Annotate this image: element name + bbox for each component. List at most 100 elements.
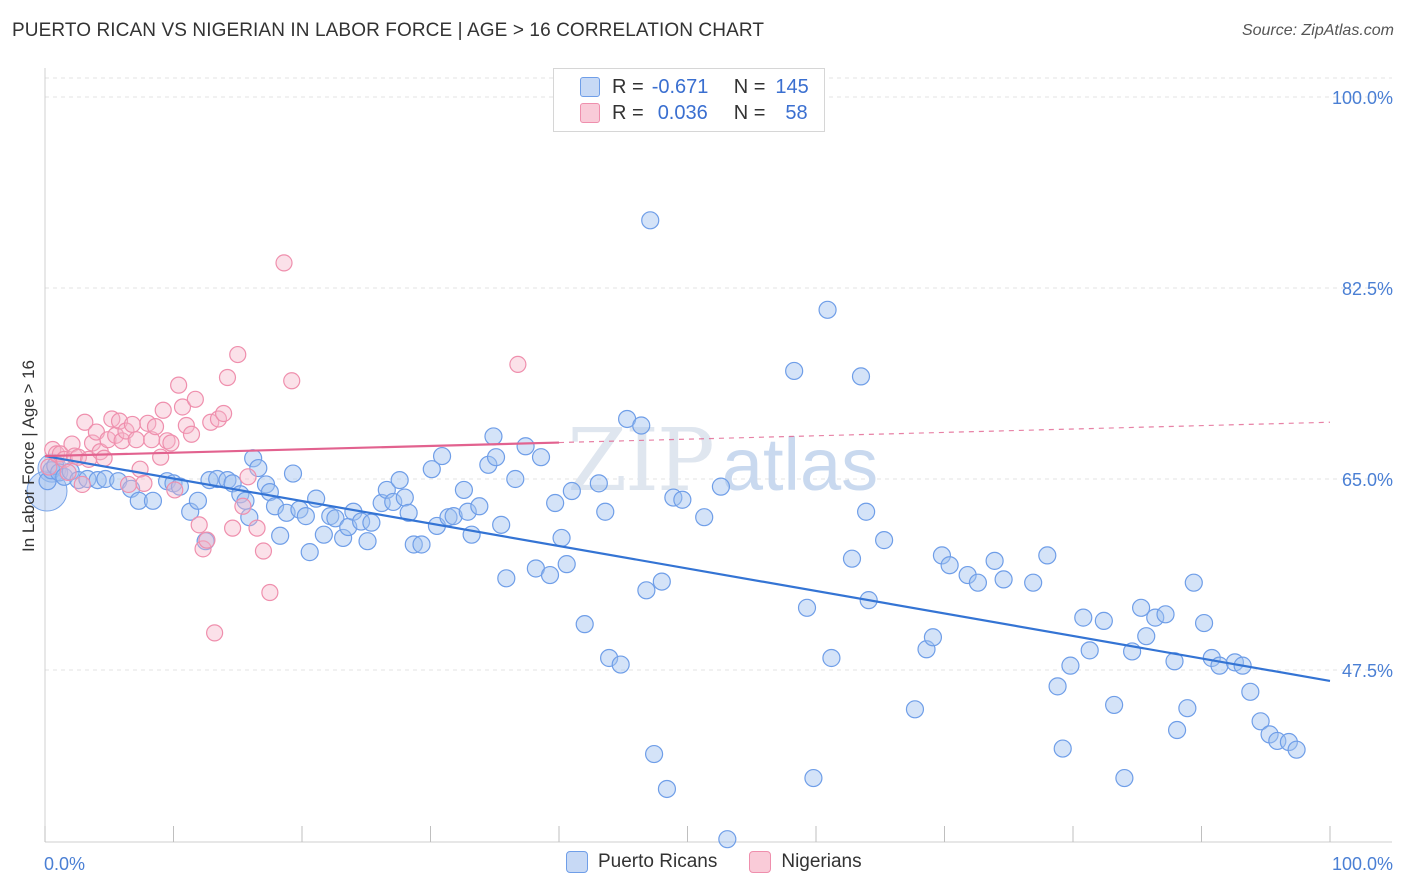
- x-tick-label-min: 0.0%: [44, 854, 85, 874]
- data-point-puerto-rican: [932, 546, 952, 565]
- data-point-puerto-rican: [1132, 598, 1151, 617]
- data-point-puerto-rican: [432, 446, 452, 466]
- data-point-nigerian: [170, 376, 188, 394]
- data-point-puerto-rican: [923, 628, 943, 647]
- data-point-puerto-rican: [454, 480, 474, 500]
- data-point-puerto-rican: [1241, 682, 1260, 701]
- data-point-nigerian: [283, 372, 301, 390]
- data-point-puerto-rican: [1038, 546, 1057, 565]
- data-point-puerto-rican: [673, 490, 692, 509]
- data-point-puerto-rican: [711, 477, 731, 496]
- legend-swatch-blue: [580, 77, 600, 97]
- data-point-puerto-rican: [188, 491, 208, 510]
- data-point-puerto-rican: [562, 481, 581, 501]
- y-tick-label: 47.5%: [1342, 661, 1393, 681]
- data-point-nigerian: [234, 497, 252, 515]
- puerto-ricans-label: Puerto Ricans: [598, 851, 718, 872]
- data-point-puerto-rican: [600, 648, 619, 668]
- data-point-puerto-rican: [575, 615, 594, 634]
- data-point-puerto-rican: [486, 448, 506, 467]
- data-point-puerto-rican: [1080, 641, 1099, 660]
- data-point-puerto-rican: [1251, 712, 1270, 731]
- legend-n-label: N =: [733, 75, 766, 98]
- trend-lines: [44, 421, 1331, 682]
- data-point-puerto-rican: [484, 427, 503, 446]
- data-point-puerto-rican: [404, 535, 423, 554]
- data-point-puerto-rican: [1094, 611, 1113, 630]
- data-point-nigerian: [182, 425, 201, 443]
- legend-row-nigerians: R = 0.036 N = 58: [580, 100, 808, 126]
- data-point-puerto-rican: [785, 361, 804, 381]
- legend-n-value: 58: [785, 101, 808, 124]
- data-point-nigerian: [206, 624, 224, 642]
- data-point-nigerian: [190, 516, 208, 534]
- data-point-nigerian: [186, 390, 204, 408]
- data-point-nigerian: [275, 254, 293, 272]
- y-axis-label: In Labor Force | Age > 16: [19, 360, 38, 552]
- data-point-puerto-rican: [968, 573, 988, 592]
- legend-item-nigerians[interactable]: Nigerians: [749, 851, 862, 873]
- data-point-puerto-rican: [271, 526, 290, 545]
- data-point-puerto-rican: [362, 513, 381, 532]
- data-point-nigerian: [194, 540, 212, 558]
- data-point-puerto-rican: [958, 565, 977, 585]
- data-point-puerto-rican: [1178, 699, 1197, 718]
- data-point-nigerian: [73, 475, 91, 494]
- data-point-puerto-rican: [390, 470, 409, 490]
- source-label: Source: ZipAtlas.com: [1241, 22, 1394, 39]
- data-point-nigerian: [166, 481, 184, 499]
- data-point-puerto-rican: [851, 367, 871, 386]
- data-point-puerto-rican: [985, 551, 1004, 570]
- data-point-puerto-rican: [1053, 739, 1072, 758]
- nigerians-swatch: [749, 851, 772, 873]
- data-point-puerto-rican: [718, 830, 737, 849]
- data-point-nigerian: [123, 415, 141, 434]
- data-point-puerto-rican: [875, 531, 894, 550]
- data-point-puerto-rican: [470, 497, 489, 516]
- data-point-puerto-rican: [632, 416, 651, 435]
- data-point-nigerian: [509, 355, 527, 373]
- data-point-puerto-rican: [652, 572, 671, 591]
- data-point-puerto-rican: [314, 525, 333, 544]
- data-point-puerto-rican: [300, 543, 319, 562]
- data-point-puerto-rican: [283, 464, 303, 483]
- data-point-puerto-rican: [399, 503, 418, 522]
- data-point-nigerian: [254, 542, 273, 560]
- data-point-puerto-rican: [552, 528, 571, 548]
- data-point-puerto-rican: [842, 549, 862, 568]
- legend-r-value: 0.036: [657, 101, 708, 124]
- data-point-puerto-rican: [422, 460, 441, 479]
- data-point-puerto-rican: [334, 528, 353, 548]
- data-point-puerto-rican: [358, 532, 377, 551]
- data-point-puerto-rican: [1184, 573, 1203, 592]
- data-point-puerto-rican: [557, 555, 576, 574]
- data-point-puerto-rican: [516, 437, 535, 456]
- data-point-puerto-rican: [1279, 732, 1298, 752]
- data-point-nigerian: [113, 432, 131, 450]
- data-point-puerto-rican: [479, 455, 498, 474]
- data-point-puerto-rican: [265, 497, 285, 516]
- data-point-puerto-rican: [129, 491, 148, 510]
- legend-item-puerto-ricans[interactable]: Puerto Ricans: [566, 851, 717, 873]
- data-point-nigerian: [224, 519, 242, 537]
- legend-row-puerto-ricans: R = -0.671 N = 145: [580, 74, 809, 100]
- watermark-atlas: atlas: [722, 423, 878, 506]
- data-point-puerto-rican: [695, 508, 714, 527]
- watermark-zip: ZIP: [567, 411, 713, 511]
- data-point-puerto-rican: [531, 448, 551, 467]
- data-point-puerto-rican: [589, 474, 608, 493]
- data-point-puerto-rican: [822, 648, 841, 668]
- data-point-puerto-rican: [492, 515, 511, 534]
- data-point-nigerian: [261, 583, 279, 602]
- data-point-puerto-rican: [804, 768, 823, 788]
- y-tick-label: 100.0%: [1332, 88, 1393, 108]
- data-point-puerto-rican: [1167, 720, 1187, 740]
- data-point-nigerian: [95, 449, 113, 467]
- data-point-puerto-rican: [637, 581, 656, 600]
- data-point-nigerian: [198, 531, 216, 549]
- data-point-nigerian: [239, 468, 257, 486]
- data-point-nigerian: [40, 458, 58, 476]
- data-point-puerto-rican: [296, 507, 315, 526]
- data-point-puerto-rican: [1194, 613, 1214, 633]
